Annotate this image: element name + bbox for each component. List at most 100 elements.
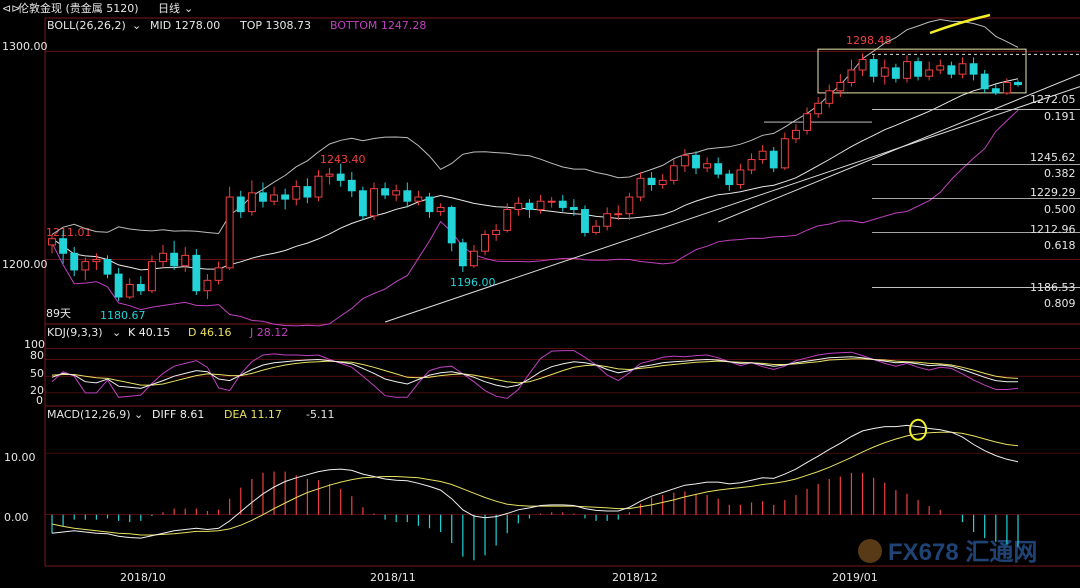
candle-body bbox=[403, 190, 412, 202]
candle-body bbox=[203, 279, 212, 292]
candle-body bbox=[48, 238, 56, 246]
trendline-short bbox=[718, 73, 1080, 223]
trendline-long bbox=[384, 86, 1080, 323]
candle-body bbox=[159, 252, 167, 263]
candle-body bbox=[825, 90, 834, 104]
instrument-title: 伦敦金现 (贵金属 5120) bbox=[18, 1, 139, 15]
candle-body bbox=[147, 261, 156, 292]
fib-ratio-0382: 0.382 bbox=[1044, 167, 1076, 180]
macd-tick-10: 10.00 bbox=[4, 451, 36, 464]
candle-body bbox=[292, 186, 301, 200]
dea-legend: DEA 11.17 bbox=[224, 408, 282, 421]
candle-body bbox=[358, 190, 367, 217]
candle-body bbox=[903, 61, 911, 79]
candle-body bbox=[59, 238, 68, 254]
candle-body bbox=[381, 188, 390, 196]
candle-body bbox=[669, 165, 678, 181]
candle-body bbox=[836, 81, 845, 92]
candle-body bbox=[214, 267, 223, 281]
kdj-tick-0: 0 bbox=[36, 394, 43, 407]
candle-body bbox=[181, 254, 190, 267]
annotation-1243: 1243.40 bbox=[320, 153, 366, 166]
candle-body bbox=[281, 194, 290, 200]
candle-body bbox=[692, 154, 700, 169]
macd-tick-0: 0.00 bbox=[4, 511, 29, 524]
candle-body bbox=[425, 196, 434, 213]
diff-legend: DIFF 8.61 bbox=[152, 408, 204, 421]
candle-body bbox=[225, 196, 234, 269]
annotation-1211: 1211.01 bbox=[46, 226, 92, 239]
candle-body bbox=[481, 234, 489, 252]
candle-body bbox=[936, 65, 945, 71]
candle-body bbox=[392, 190, 401, 196]
candle-body bbox=[336, 173, 345, 181]
chart-marks bbox=[45, 13, 1080, 561]
chevron-down-icon[interactable]: ⌄ bbox=[134, 408, 143, 421]
fib-ratio-0809: 0.809 bbox=[1044, 297, 1076, 310]
candle-body bbox=[558, 200, 567, 208]
watermark-text: FX678 汇通网 bbox=[888, 539, 1037, 566]
candle-body bbox=[170, 252, 179, 267]
d-legend: D 46.16 bbox=[188, 326, 231, 339]
candle-body bbox=[980, 73, 989, 90]
candle-body bbox=[458, 242, 467, 267]
macd-legend: MACD(12,26,9) bbox=[47, 408, 131, 421]
candle-body bbox=[714, 163, 723, 175]
fib-ratio-0618: 0.618 bbox=[1044, 239, 1076, 252]
x-tick-2018-12: 2018/12 bbox=[612, 571, 658, 584]
candle-body bbox=[603, 213, 612, 227]
kdj-tick-80: 80 bbox=[30, 349, 44, 362]
watermark: FX678 汇通网 bbox=[858, 539, 1037, 566]
candle-body bbox=[769, 150, 778, 169]
candle-body bbox=[525, 202, 534, 211]
candle-body bbox=[536, 200, 545, 211]
fib-price-0500: 1229.29 bbox=[1030, 186, 1076, 199]
mid-legend: MID 1278.00 bbox=[150, 19, 220, 32]
y-tick-1300: 1300.00 bbox=[2, 40, 48, 53]
candle-body bbox=[758, 150, 767, 161]
candle-body bbox=[347, 179, 356, 192]
chevron-down-icon[interactable]: ⌄ bbox=[132, 19, 141, 32]
candle-body bbox=[858, 59, 867, 71]
candle-body bbox=[270, 194, 279, 202]
candle-body bbox=[914, 61, 923, 77]
fib-price-0618: 1212.96 bbox=[1030, 223, 1076, 236]
candle-body bbox=[303, 186, 312, 198]
candle-body bbox=[247, 192, 256, 213]
candle-body bbox=[969, 63, 978, 75]
candle-body bbox=[891, 67, 900, 79]
candle-body bbox=[469, 250, 478, 267]
kdj-k-line bbox=[51, 356, 1018, 389]
chevron-down-icon[interactable]: ⌄ bbox=[112, 326, 121, 339]
boll-lower-line bbox=[51, 109, 1019, 327]
candle-body bbox=[647, 177, 656, 186]
candle-body bbox=[736, 169, 745, 186]
candle-body bbox=[592, 225, 601, 233]
macd-dea-line bbox=[51, 431, 1019, 536]
kdj-tick-100: 100 bbox=[24, 338, 45, 351]
candle-body bbox=[370, 188, 378, 217]
candle-body bbox=[125, 284, 134, 298]
k-legend: K 40.15 bbox=[128, 326, 170, 339]
annotation-1196: 1196.00 bbox=[450, 276, 496, 289]
candle-body bbox=[791, 129, 800, 140]
fib-labels: 1272.05 0.191 1245.62 0.382 1229.29 0.50… bbox=[1030, 93, 1076, 310]
period-selector[interactable]: 日线 bbox=[158, 1, 180, 15]
candle-body bbox=[92, 259, 101, 263]
candle-body bbox=[880, 67, 889, 77]
candle-body bbox=[658, 179, 667, 186]
candle-body bbox=[492, 229, 501, 236]
x-tick-2019-01: 2019/01 bbox=[832, 571, 878, 584]
kdj-legend: KDJ(9,3,3) bbox=[47, 326, 103, 339]
j-legend: J 28.12 bbox=[249, 326, 288, 339]
candle-body bbox=[703, 163, 712, 169]
nav-arrows-icon[interactable]: ⊲⊳ bbox=[2, 2, 20, 15]
annotation-1298: 1298.48 bbox=[846, 34, 892, 47]
chevron-down-icon[interactable]: ⌄ bbox=[184, 2, 193, 15]
candle-body bbox=[680, 154, 689, 167]
boll-mid-line bbox=[51, 78, 1019, 271]
macd-value-legend: -5.11 bbox=[306, 408, 334, 421]
candle-body bbox=[803, 113, 811, 131]
watermark-logo-icon bbox=[858, 539, 882, 563]
